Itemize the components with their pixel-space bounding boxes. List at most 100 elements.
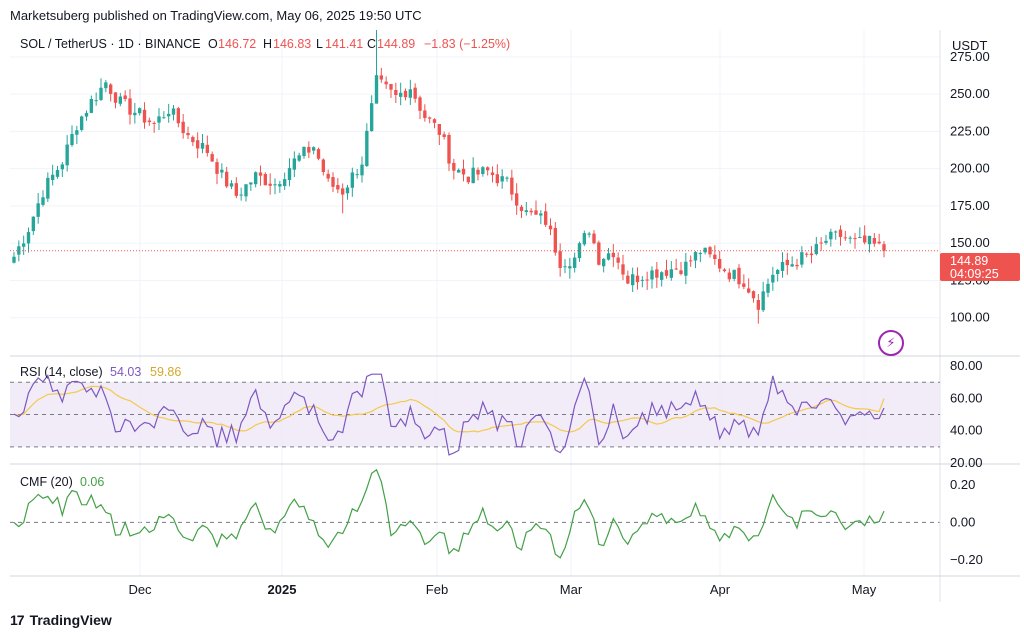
candle-body [447,134,451,164]
candle-body [282,179,287,187]
candle-body [867,235,872,245]
rsi-band [10,381,940,448]
cmf-tick-label: 0.00 [950,514,975,529]
candle-body [321,159,326,173]
currency-label[interactable]: USDT [952,38,987,53]
candle-body [597,242,601,265]
candle-body [630,274,635,286]
candle-body [572,257,577,268]
candle-body [403,90,408,98]
open-label: O [208,37,218,51]
open-value: 146.72 [218,37,256,51]
candle-body [466,176,471,183]
candle-body [418,97,422,111]
price-tick-label: 100.00 [950,310,990,325]
brand-name: TradingView [29,612,112,628]
price-tick-label: 275.00 [950,49,990,64]
candle-body [650,270,654,280]
candle-body [505,177,509,179]
cmf-series [13,468,885,559]
low-label: L [316,37,323,51]
candle-body [200,142,205,149]
candle-body [311,147,316,151]
candle-body [307,146,311,153]
candle-body [60,164,65,170]
candle-body [529,210,533,213]
candle-body [606,253,611,260]
candle-body [601,258,606,267]
candle-body [157,116,161,123]
candle-body [553,227,558,253]
candle-body [244,184,248,197]
close-label: C [367,37,376,51]
rsi-series [13,373,885,456]
candle-body [394,89,398,95]
price-axis[interactable]: 100.00125.00150.00175.00200.00225.00250.… [950,49,990,567]
candle-body [481,167,485,175]
lightning-icon[interactable]: ⚡︎ [878,330,904,356]
pane-separators [10,30,1020,602]
candle-body [461,168,466,175]
candle-body [771,274,775,283]
candle-body [848,237,852,239]
candle-body [176,108,181,124]
cmf-title: CMF (20) [20,475,73,489]
candle-body [12,256,16,263]
time-tick-label: Apr [710,582,731,597]
candle-body [326,173,330,179]
candle-body [582,233,587,245]
candle-body [340,188,345,195]
candle-body [621,264,625,275]
candle-body [853,238,857,240]
candle-body [350,172,355,188]
rsi-line [13,373,885,456]
candle-body [70,133,74,146]
candle-body [611,252,616,258]
candle-body [442,134,446,137]
grid-lines [10,30,940,576]
time-axis[interactable]: Dec 2025 Feb Mar Apr May [128,582,876,597]
tradingview-logo[interactable]: 17 TradingView [10,612,112,628]
candle-body [99,87,103,100]
candle-body [524,210,529,212]
candle-body [795,264,799,267]
candle-body [659,272,664,280]
candle-body [432,119,437,123]
candle-body [819,242,823,244]
cmf-value: 0.06 [80,475,104,489]
candle-body [137,108,142,114]
candle-body [41,197,45,205]
candle-body [751,291,756,299]
candle-body [510,177,514,195]
candle-body [287,168,292,181]
candle-body [882,244,886,251]
candle-body [108,84,113,94]
candle-body [55,169,60,177]
candle-body [229,183,234,187]
countdown-text: 04:09:25 [950,267,999,281]
candle-body [761,291,765,311]
candle-body [26,232,31,244]
candle-body [490,172,495,176]
candle-body [195,140,200,149]
candle-body [664,270,669,276]
time-tick-label: Mar [560,582,583,597]
candle-body [123,95,127,100]
candle-body [800,252,804,265]
last-price-tag: 144.89 04:09:25 [940,253,1020,281]
candle-body [872,238,877,244]
candlestick-series [10,30,940,324]
candle-body [858,237,862,239]
candle-body [171,108,176,115]
candle-body [833,231,838,233]
candle-body [485,167,490,171]
candle-body [36,203,40,217]
symbol-title[interactable]: SOL / TetherUS · 1D · BINANCE [20,37,201,51]
candle-body [780,261,785,271]
candle-body [674,268,678,270]
candle-body [389,84,393,90]
rsi-ma-value: 59.86 [150,365,181,379]
candle-body [374,75,379,104]
rsi-value: 54.03 [110,365,141,379]
